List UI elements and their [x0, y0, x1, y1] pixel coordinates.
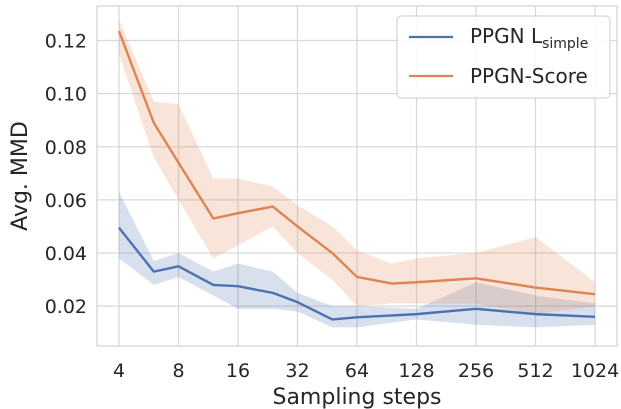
- y-tick-label: 0.02: [45, 296, 87, 318]
- x-tick-label: 512: [517, 360, 553, 382]
- plot-frame: [96, 5, 618, 347]
- x-tick-label: 4: [113, 360, 125, 382]
- x-tick-label: 8: [172, 360, 184, 382]
- x-tick-label: 32: [285, 360, 309, 382]
- confidence-bands: [119, 19, 595, 328]
- confidence-band-1: [119, 19, 595, 315]
- y-tick-label: 0.10: [45, 84, 87, 106]
- x-tick-label: 128: [398, 360, 434, 382]
- x-tick-label: 256: [458, 360, 494, 382]
- legend-label-ppgn-lsimple: PPGN Lsimple: [470, 24, 588, 52]
- y-tick-label: 0.04: [45, 243, 87, 265]
- x-tick-label: 16: [226, 360, 250, 382]
- legend-label-ppgn-score: PPGN-Score: [470, 64, 588, 88]
- tick-labels: 4 8 16 32 64 128 256 512 1024 0.02 0.04 0.06 0.08 0.1…: [45, 31, 619, 382]
- confidence-band-0: [119, 191, 595, 328]
- y-tick-label: 0.06: [45, 190, 87, 212]
- y-tick-label: 0.08: [45, 137, 87, 159]
- x-axis-label: Sampling steps: [272, 385, 441, 409]
- legend: PPGN Lsimple PPGN-Score: [396, 15, 611, 99]
- y-axis-label: Avg. MMD: [8, 121, 33, 231]
- series-line-1: [117, 30, 596, 296]
- y-tick-label: 0.12: [45, 31, 87, 53]
- x-tick-label: 1024: [571, 360, 619, 382]
- x-tick-label: 64: [345, 360, 369, 382]
- series-line-0: [118, 227, 596, 321]
- series-lines: [117, 30, 596, 321]
